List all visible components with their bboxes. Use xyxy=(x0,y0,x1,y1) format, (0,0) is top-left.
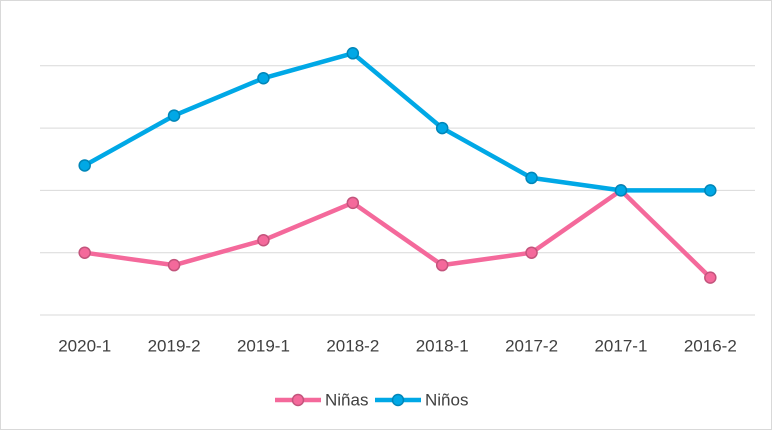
data-point xyxy=(525,171,538,185)
legend-label: Niñas xyxy=(325,390,368,409)
data-point xyxy=(78,246,91,259)
x-tick-label: 2016-2 xyxy=(684,336,737,355)
data-point xyxy=(257,71,270,85)
x-tick-label: 2020-1 xyxy=(58,336,111,355)
data-point xyxy=(346,196,360,210)
legend-marker xyxy=(391,393,405,407)
data-point xyxy=(525,246,538,259)
data-point xyxy=(435,258,449,272)
x-tick-label: 2018-2 xyxy=(326,336,379,355)
series-line xyxy=(84,188,712,280)
data-point xyxy=(257,233,270,247)
data-point xyxy=(704,271,717,284)
series-line xyxy=(83,51,711,193)
data-point xyxy=(167,258,181,272)
data-point xyxy=(435,121,449,135)
legend-label: Niños xyxy=(425,390,468,409)
x-tick-label: 2019-2 xyxy=(148,336,201,355)
x-tick-label: 2017-1 xyxy=(594,336,647,355)
legend-marker xyxy=(291,393,305,407)
data-point xyxy=(614,184,628,197)
data-point xyxy=(167,109,181,122)
x-tick-label: 2018-1 xyxy=(416,336,469,355)
x-tick-label: 2019-1 xyxy=(237,336,290,355)
data-point xyxy=(704,184,717,197)
data-point xyxy=(346,47,360,60)
x-tick-label: 2017-2 xyxy=(505,336,558,355)
data-point xyxy=(78,159,91,172)
